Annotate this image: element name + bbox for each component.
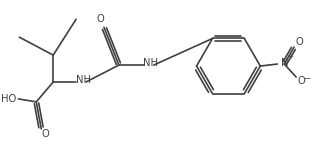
Text: O: O	[297, 76, 305, 86]
Text: O: O	[96, 14, 104, 24]
Text: HO: HO	[1, 94, 16, 104]
Text: +: +	[287, 54, 293, 60]
Text: NH: NH	[143, 58, 158, 68]
Text: −: −	[303, 73, 311, 83]
Text: O: O	[295, 37, 303, 47]
Text: NH: NH	[76, 75, 90, 85]
Text: O: O	[41, 129, 49, 139]
Text: N: N	[281, 58, 289, 68]
